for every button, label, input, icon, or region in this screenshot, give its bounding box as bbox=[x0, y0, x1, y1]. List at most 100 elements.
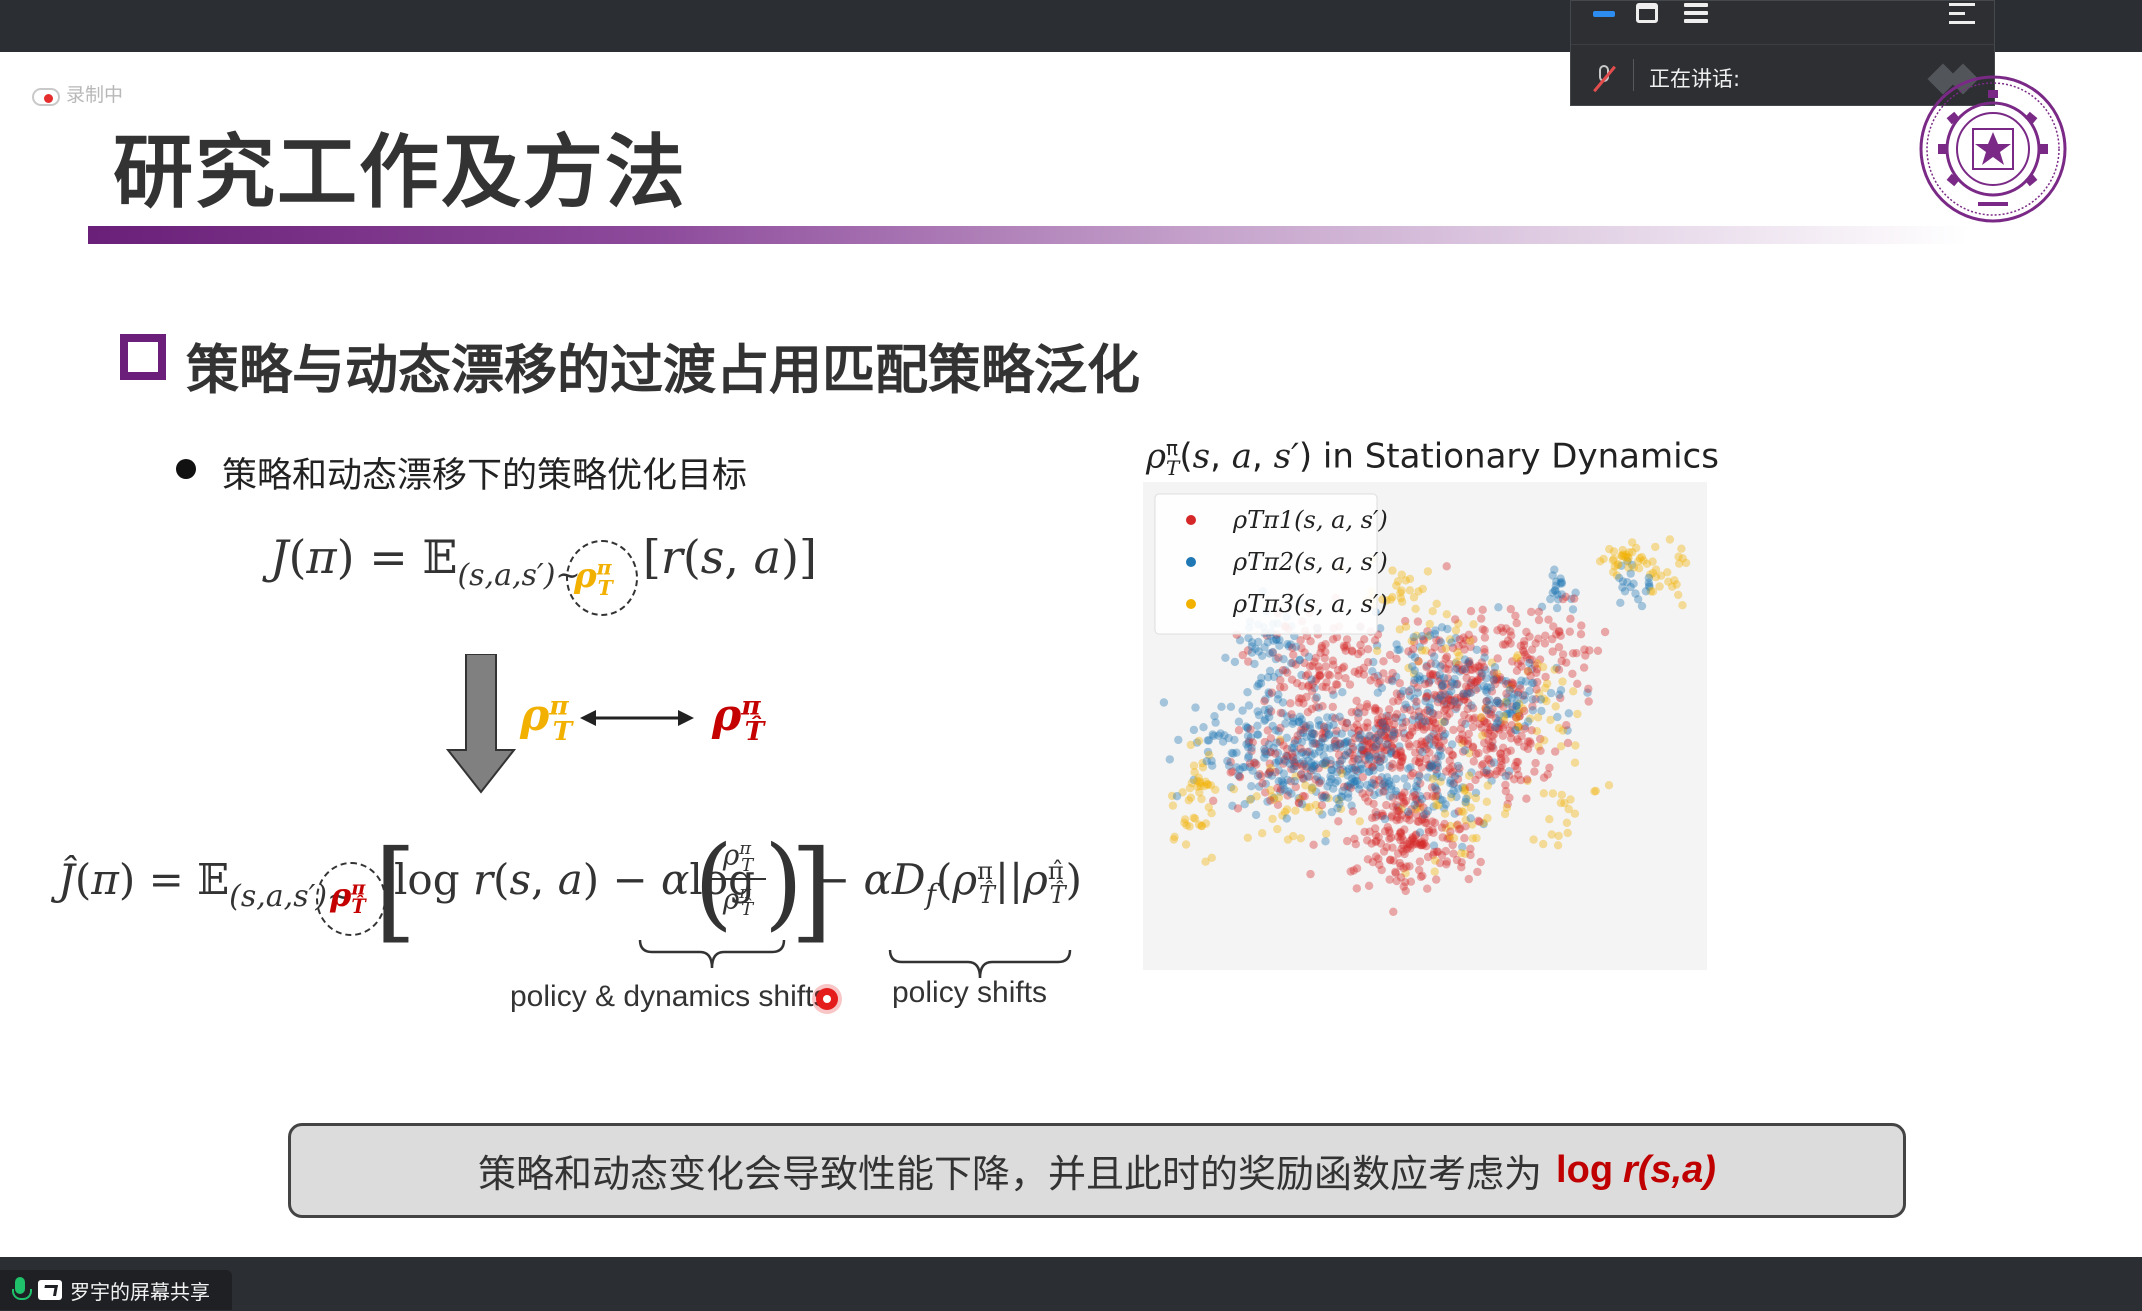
scatter-point-π1 bbox=[1449, 767, 1458, 776]
scatter-point-π2 bbox=[1376, 763, 1385, 772]
scatter-point-π2 bbox=[1503, 699, 1512, 708]
scatter-point-π1 bbox=[1312, 739, 1321, 749]
scatter-point-π1 bbox=[1360, 755, 1370, 765]
scatter-point-π2 bbox=[1505, 708, 1514, 717]
mic-active-icon[interactable] bbox=[10, 1277, 32, 1303]
scatter-point-π1 bbox=[1527, 726, 1536, 735]
scatter-point-π1 bbox=[1478, 605, 1487, 614]
scatter-point-π1 bbox=[1448, 750, 1457, 759]
screen-share-chip[interactable]: 罗宇的屏幕共享 bbox=[0, 1270, 232, 1310]
scatter-point-π2 bbox=[1309, 765, 1318, 775]
scatter-point-π1 bbox=[1342, 635, 1352, 644]
scatter-point-π1 bbox=[1584, 684, 1593, 693]
scatter-point-π1 bbox=[1260, 697, 1269, 706]
scatter-point-π1 bbox=[1475, 667, 1484, 676]
scatter-point-π3 bbox=[1337, 769, 1347, 778]
scatter-point-π2 bbox=[1434, 694, 1443, 704]
scatter-point-π2 bbox=[1351, 773, 1360, 782]
scatter-point-π2 bbox=[1427, 694, 1437, 703]
scatter-point-π2 bbox=[1284, 787, 1293, 796]
scatter-point-π2 bbox=[1361, 735, 1370, 744]
scatter-point-π2 bbox=[1338, 688, 1347, 697]
scatter-point-π3 bbox=[1454, 619, 1463, 628]
scatter-point-π2 bbox=[1260, 643, 1269, 652]
scatter-point-π1 bbox=[1484, 755, 1494, 765]
list-icon[interactable] bbox=[1684, 3, 1708, 25]
scatter-point-π2 bbox=[1552, 663, 1561, 673]
scatter-point-π1 bbox=[1349, 723, 1359, 732]
scatter-point-π1 bbox=[1304, 681, 1313, 690]
scatter-point-π1 bbox=[1389, 734, 1399, 743]
scatter-point-π2 bbox=[1274, 757, 1283, 766]
scatter-point-π1 bbox=[1345, 680, 1355, 689]
scatter-point-π1 bbox=[1461, 822, 1470, 831]
scatter-point-π2 bbox=[1254, 782, 1264, 791]
underbrace-2 bbox=[888, 949, 1072, 979]
scatter-point-π2 bbox=[1230, 657, 1240, 667]
scatter-point-π2 bbox=[1466, 678, 1475, 688]
scatter-point-π2 bbox=[1327, 807, 1336, 817]
scatter-point-π2 bbox=[1425, 631, 1435, 640]
log-reward-term: log r(s, a) − αlog bbox=[394, 855, 756, 904]
scatter-point-π1 bbox=[1437, 823, 1447, 832]
scatter-point-π2 bbox=[1294, 717, 1303, 727]
scatter-point-π1 bbox=[1354, 755, 1363, 764]
scatter-point-π3 bbox=[1229, 785, 1239, 794]
collapse-panel-icon[interactable] bbox=[1949, 3, 1975, 27]
scatter-point-π3 bbox=[1665, 535, 1675, 544]
scatter-point-π1 bbox=[1424, 825, 1433, 835]
scatter-point-π1 bbox=[1436, 690, 1445, 699]
scatter-point-π3 bbox=[1197, 794, 1206, 804]
scatter-point-π2 bbox=[1307, 675, 1316, 684]
scatter-point-π1 bbox=[1398, 793, 1407, 802]
scatter-point-π1 bbox=[1579, 663, 1589, 672]
scatter-point-π1 bbox=[1395, 792, 1405, 801]
scatter-point-π1 bbox=[1287, 710, 1296, 719]
scatter-point-π1 bbox=[1363, 855, 1373, 864]
scatter-point-π1 bbox=[1340, 750, 1349, 760]
scatter-point-π3 bbox=[1418, 584, 1427, 594]
scatter-point-π2 bbox=[1529, 678, 1538, 688]
scatter-point-π2 bbox=[1388, 731, 1397, 740]
scatter-point-π1 bbox=[1352, 707, 1361, 716]
scatter-point-π2 bbox=[1279, 655, 1288, 664]
scatter-point-π1 bbox=[1359, 663, 1369, 672]
scatter-point-π1 bbox=[1517, 731, 1526, 741]
scatter-point-π1 bbox=[1346, 783, 1355, 793]
scatter-point-π1 bbox=[1580, 645, 1589, 654]
scatter-point-π1 bbox=[1341, 723, 1350, 732]
scatter-point-π2 bbox=[1283, 640, 1292, 649]
scatter-point-π1 bbox=[1273, 783, 1282, 793]
scatter-point-π2 bbox=[1354, 708, 1363, 718]
scatter-point-π1 bbox=[1249, 758, 1259, 767]
mic-muted-icon[interactable] bbox=[1591, 65, 1617, 93]
legend-label-pi3: ρTπ3(s, a, s′) bbox=[1232, 590, 1388, 618]
scatter-point-π2 bbox=[1431, 659, 1440, 669]
scatter-point-π2 bbox=[1434, 751, 1443, 760]
scatter-point-π1 bbox=[1477, 658, 1486, 667]
scatter-point-π1 bbox=[1292, 679, 1302, 688]
scatter-point-π2 bbox=[1329, 690, 1338, 699]
scatter-point-π1 bbox=[1392, 654, 1401, 663]
scatter-point-π3 bbox=[1545, 815, 1554, 824]
scatter-point-π1 bbox=[1442, 857, 1452, 866]
scatter-point-π1 bbox=[1439, 736, 1448, 745]
minimize-icon[interactable] bbox=[1593, 11, 1615, 17]
scatter-point-π1 bbox=[1499, 702, 1508, 712]
window-icon[interactable] bbox=[1636, 3, 1658, 23]
scatter-point-π2 bbox=[1326, 744, 1335, 753]
scatter-point-π1 bbox=[1496, 718, 1505, 728]
scatter-point-π3 bbox=[1618, 550, 1628, 559]
scatter-point-π1 bbox=[1413, 722, 1422, 732]
scatter-point-π1 bbox=[1536, 746, 1545, 755]
scatter-point-π1 bbox=[1279, 683, 1289, 692]
scatter-point-π3 bbox=[1388, 592, 1397, 602]
scatter-point-π1 bbox=[1428, 817, 1437, 826]
scatter-point-π1 bbox=[1464, 714, 1474, 723]
scatter-point-π2 bbox=[1279, 781, 1288, 790]
scatter-point-π2 bbox=[1418, 747, 1427, 757]
scatter-point-π1 bbox=[1350, 834, 1359, 843]
scatter-point-π1 bbox=[1534, 634, 1543, 643]
scatter-point-π3 bbox=[1523, 776, 1532, 786]
scatter-point-π1 bbox=[1396, 873, 1406, 882]
